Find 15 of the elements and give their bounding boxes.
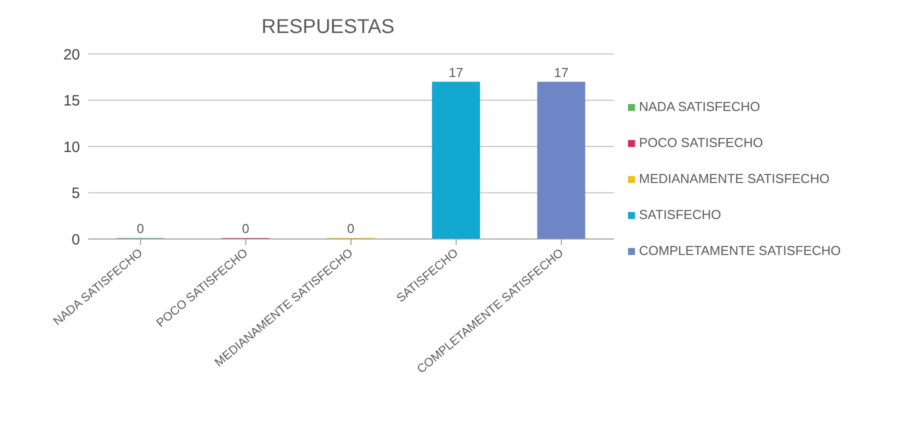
- data-label: 0: [242, 221, 250, 236]
- y-tick-label: 5: [72, 185, 80, 202]
- data-label: 17: [554, 64, 568, 80]
- legend-label: SATISFECHO: [639, 207, 722, 222]
- data-label: 0: [136, 221, 144, 236]
- data-label: 17: [448, 64, 464, 80]
- y-tick-label: 10: [63, 138, 80, 156]
- y-tick-label: 0: [72, 231, 80, 248]
- y-tick-label: 20: [63, 46, 80, 64]
- chart-title: RESPUESTAS: [260, 15, 396, 39]
- y-tick-label: 15: [63, 92, 80, 110]
- legend-label: NADA SATISFECHO: [639, 99, 760, 114]
- legend-label: MEDIANAMENTE SATISFECHO: [639, 171, 830, 186]
- legend-label: POCO SATISFECHO: [639, 135, 763, 150]
- data-label: 0: [347, 221, 354, 236]
